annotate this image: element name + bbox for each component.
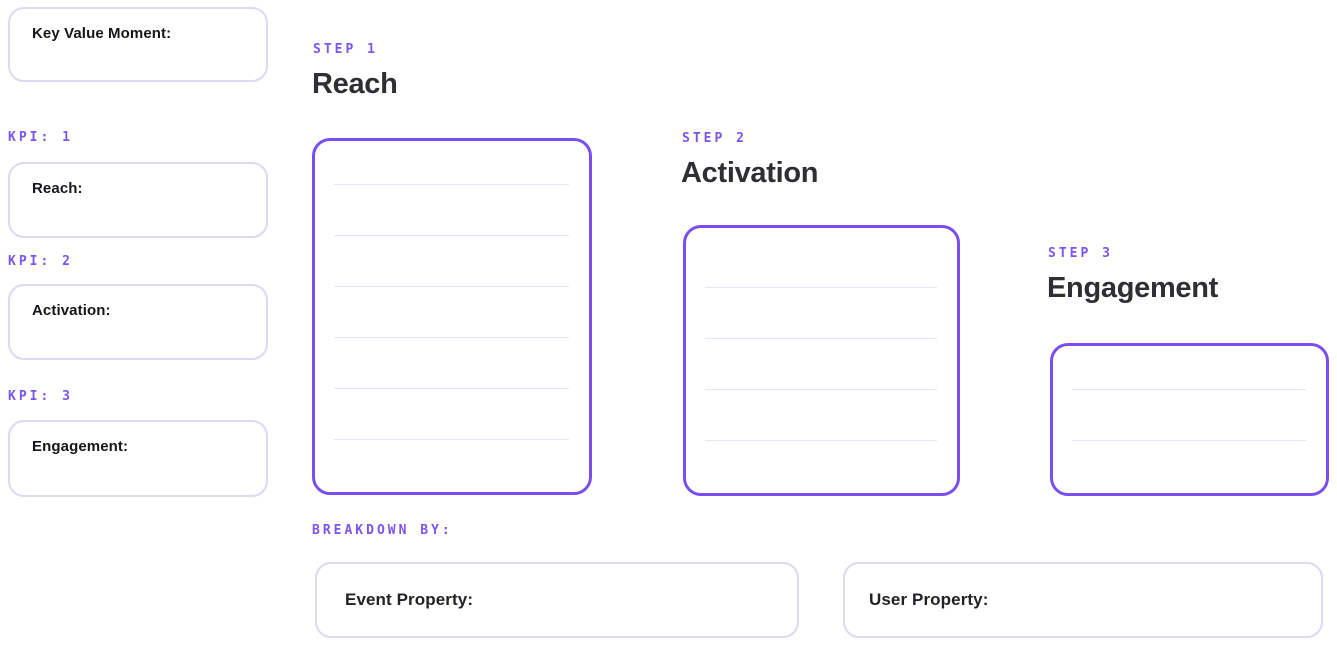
ruled-line [334, 286, 569, 287]
key-value-moment-field[interactable]: Key Value Moment: [8, 7, 268, 82]
kpi-field-activation-label: Activation: [32, 302, 111, 319]
key-value-moment-label: Key Value Moment: [32, 25, 172, 42]
ruled-line [705, 287, 937, 288]
step-tag-2: STEP 2 [682, 131, 747, 146]
ruled-line [1072, 389, 1306, 390]
step-tag-3: STEP 3 [1048, 246, 1113, 261]
ruled-line [705, 440, 937, 441]
step-tag-1: STEP 1 [313, 42, 378, 57]
ruled-line [334, 235, 569, 236]
breakdown-by-tag: BREAKDOWN BY: [312, 523, 453, 538]
event-property-label: Event Property: [345, 590, 474, 609]
kpi-field-activation[interactable]: Activation: [8, 284, 268, 360]
ruled-line [705, 338, 937, 339]
step-notes-box-activation[interactable] [683, 225, 960, 496]
kpi-tag-3: KPI: 3 [8, 389, 73, 404]
ruled-line [1072, 440, 1306, 441]
step-title-engagement: Engagement [1047, 272, 1219, 304]
step-title-activation: Activation [681, 157, 819, 189]
kpi-field-reach-label: Reach: [32, 180, 83, 197]
kpi-field-engagement[interactable]: Engagement: [8, 420, 268, 497]
ruled-line [334, 337, 569, 338]
user-property-label: User Property: [869, 590, 989, 609]
kpi-field-reach[interactable]: Reach: [8, 162, 268, 238]
kpi-tag-2: KPI: 2 [8, 254, 73, 269]
ruled-line [334, 388, 569, 389]
event-property-field[interactable]: Event Property: [315, 562, 799, 638]
user-property-field[interactable]: User Property: [843, 562, 1323, 638]
step-title-reach: Reach [312, 68, 398, 100]
kpi-tag-1: KPI: 1 [8, 130, 73, 145]
ruled-line [334, 439, 569, 440]
step-notes-box-reach[interactable] [312, 138, 592, 495]
step-notes-box-engagement[interactable] [1050, 343, 1329, 496]
ruled-line [705, 389, 937, 390]
ruled-line [334, 184, 569, 185]
kpi-field-engagement-label: Engagement: [32, 438, 129, 455]
